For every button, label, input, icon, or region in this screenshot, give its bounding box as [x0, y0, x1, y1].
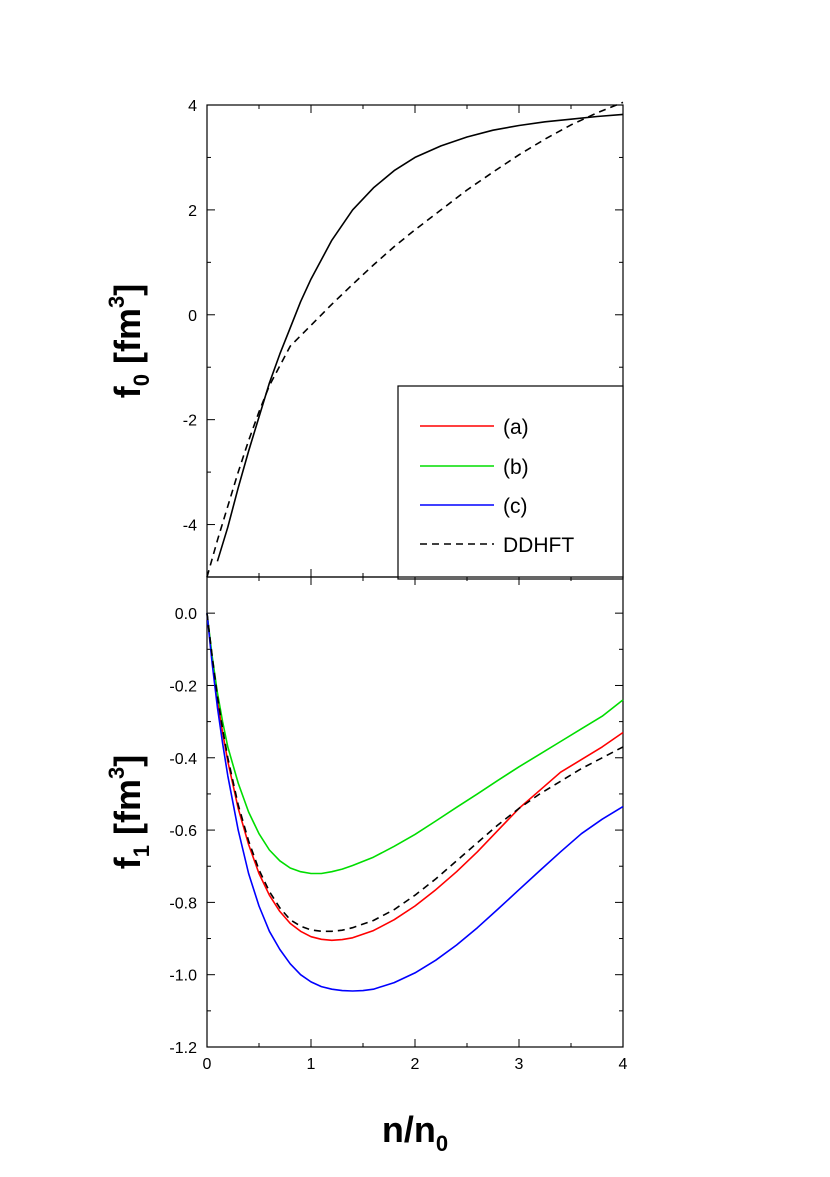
bottom-panel-series [206, 613, 624, 992]
bottom-panel: -1.2 -1.0 -0.8 -0.6 -0.4 -0.2 0.0 0 1 2 3 4 f1 [fm3… [104, 576, 628, 1156]
top-y-axis-title: f0 [fm3] [104, 284, 154, 399]
top-y-tick-label: -4 [183, 518, 197, 535]
top-y-tick-label: 4 [188, 98, 197, 115]
top-panel-tick-labels: -4 -2 0 2 4 [183, 98, 197, 535]
x-tick-label: 3 [515, 1056, 524, 1073]
top-y-tick-label: 2 [188, 203, 197, 220]
bottom-y-tick-label: -1.2 [169, 1040, 197, 1057]
bottom-y-tick-label: -0.2 [169, 678, 197, 695]
x-tick-label: 0 [203, 1056, 212, 1073]
legend-label-b: (b) [503, 456, 529, 479]
bottom-panel-ticks [206, 576, 624, 1048]
top-series-ddhft-line [206, 101, 624, 578]
bottom-series-ddhft-line [206, 613, 624, 933]
bottom-y-tick-label: -0.8 [169, 895, 197, 912]
bottom-panel-tick-labels: -1.2 -1.0 -0.8 -0.6 -0.4 -0.2 0.0 0 1 2 3 4 [169, 606, 627, 1073]
top-panel-series [206, 101, 624, 578]
x-tick-label: 1 [307, 1056, 316, 1073]
x-tick-label: 4 [619, 1056, 628, 1073]
top-y-tick-label: 0 [188, 308, 197, 325]
bottom-y-tick-label: -0.6 [169, 823, 197, 840]
bottom-series-a-line [206, 613, 624, 942]
legend: (a) (b) (c) DDHFT [397, 385, 624, 580]
bottom-y-axis-title: f1 [fm3] [104, 755, 154, 870]
bottom-series-c-line [206, 613, 624, 992]
top-y-tick-label: -2 [183, 413, 197, 430]
legend-label-c: (c) [503, 495, 528, 518]
bottom-y-tick-label: -0.4 [169, 751, 197, 768]
x-axis-title: n/n0 [382, 1109, 448, 1156]
bottom-y-tick-label: -1.0 [169, 968, 197, 985]
legend-label-ddhft: DDHFT [503, 534, 574, 557]
bottom-series-b-line [206, 613, 624, 875]
top-series-solid-line [216, 113, 624, 562]
bottom-y-tick-label: 0.0 [175, 606, 197, 623]
x-tick-label: 2 [411, 1056, 420, 1073]
legend-box [397, 385, 624, 580]
legend-label-a: (a) [503, 416, 529, 439]
